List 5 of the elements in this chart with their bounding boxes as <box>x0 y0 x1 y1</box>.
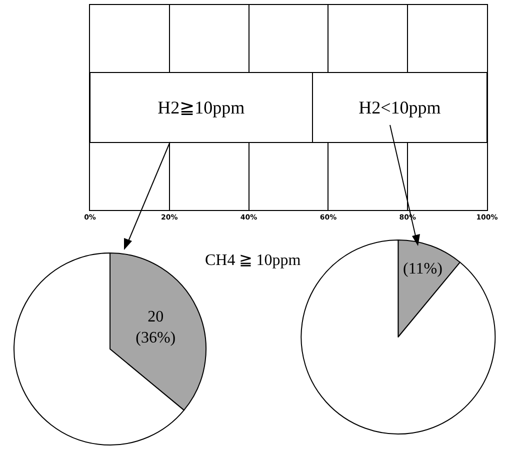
series-label: H2≧10ppm <box>158 98 245 118</box>
text: CH4 ≧ 10ppm <box>205 252 302 269</box>
data-label: 20 (36%) <box>136 308 176 346</box>
series-label: H2<10ppm <box>358 98 441 118</box>
data-label: (11%) <box>403 260 442 278</box>
